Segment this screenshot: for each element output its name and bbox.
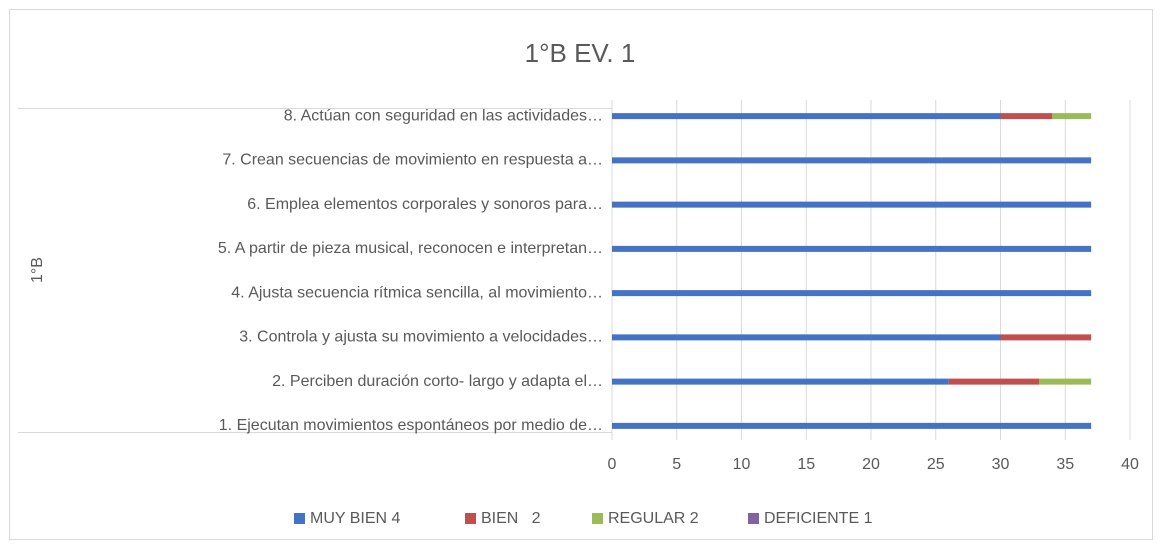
x-tick-label: 25 [927,456,945,473]
legend-swatch [294,513,305,524]
y-tick-label: 6. Emplea elementos corporales y sonoros… [247,196,603,213]
x-tick-label: 15 [797,456,815,473]
chart-border [9,9,1153,540]
bar-segment [612,245,1092,252]
y-tick-label: 2. Perciben duración corto- largo y adap… [272,373,603,390]
bar-segment [948,378,1040,385]
y-tick-label: 5. A partir de pieza musical, reconocen … [218,240,603,257]
legend-swatch [592,513,603,524]
bar-segment [1000,334,1092,341]
bar-segment [612,378,949,385]
legend-label: DEFICIENTE 1 [764,510,873,527]
bar-segment [1000,113,1053,120]
y-axis-label: 1°B [29,257,46,283]
x-tick-label: 30 [992,456,1010,473]
bar-segment [612,113,1001,120]
y-tick-label: 8. Actúan con seguridad en las actividad… [284,107,603,124]
bar-segment [1039,378,1092,385]
bar-segment [612,201,1092,208]
bar-segment [612,334,1001,341]
x-tick-label: 35 [1056,456,1074,473]
chart-title: 1°B EV. 1 [525,38,636,68]
bar-segment [612,157,1092,164]
bar-segment [612,422,1092,429]
y-tick-label: 4. Ajusta secuencia rítmica sencilla, al… [231,284,603,301]
bar-segment [612,290,1092,297]
x-tick-label: 0 [608,456,617,473]
bar-segment [1052,113,1092,120]
legend-label: BIEN 2 [481,510,541,527]
legend-label: MUY BIEN 4 [310,510,401,527]
y-tick-label: 3. Controla y ajusta su movimiento a vel… [239,329,603,346]
legend-swatch [465,513,476,524]
x-tick-label: 20 [862,456,880,473]
y-tick-label: 1. Ejecutan movimientos espontáneos por … [219,417,603,434]
x-tick-label: 5 [672,456,681,473]
legend-label: REGULAR 2 [608,510,699,527]
legend-swatch [748,513,759,524]
x-tick-label: 10 [733,456,751,473]
y-tick-label: 7. Crean secuencias de movimiento en res… [222,152,603,169]
x-tick-label: 40 [1121,456,1139,473]
